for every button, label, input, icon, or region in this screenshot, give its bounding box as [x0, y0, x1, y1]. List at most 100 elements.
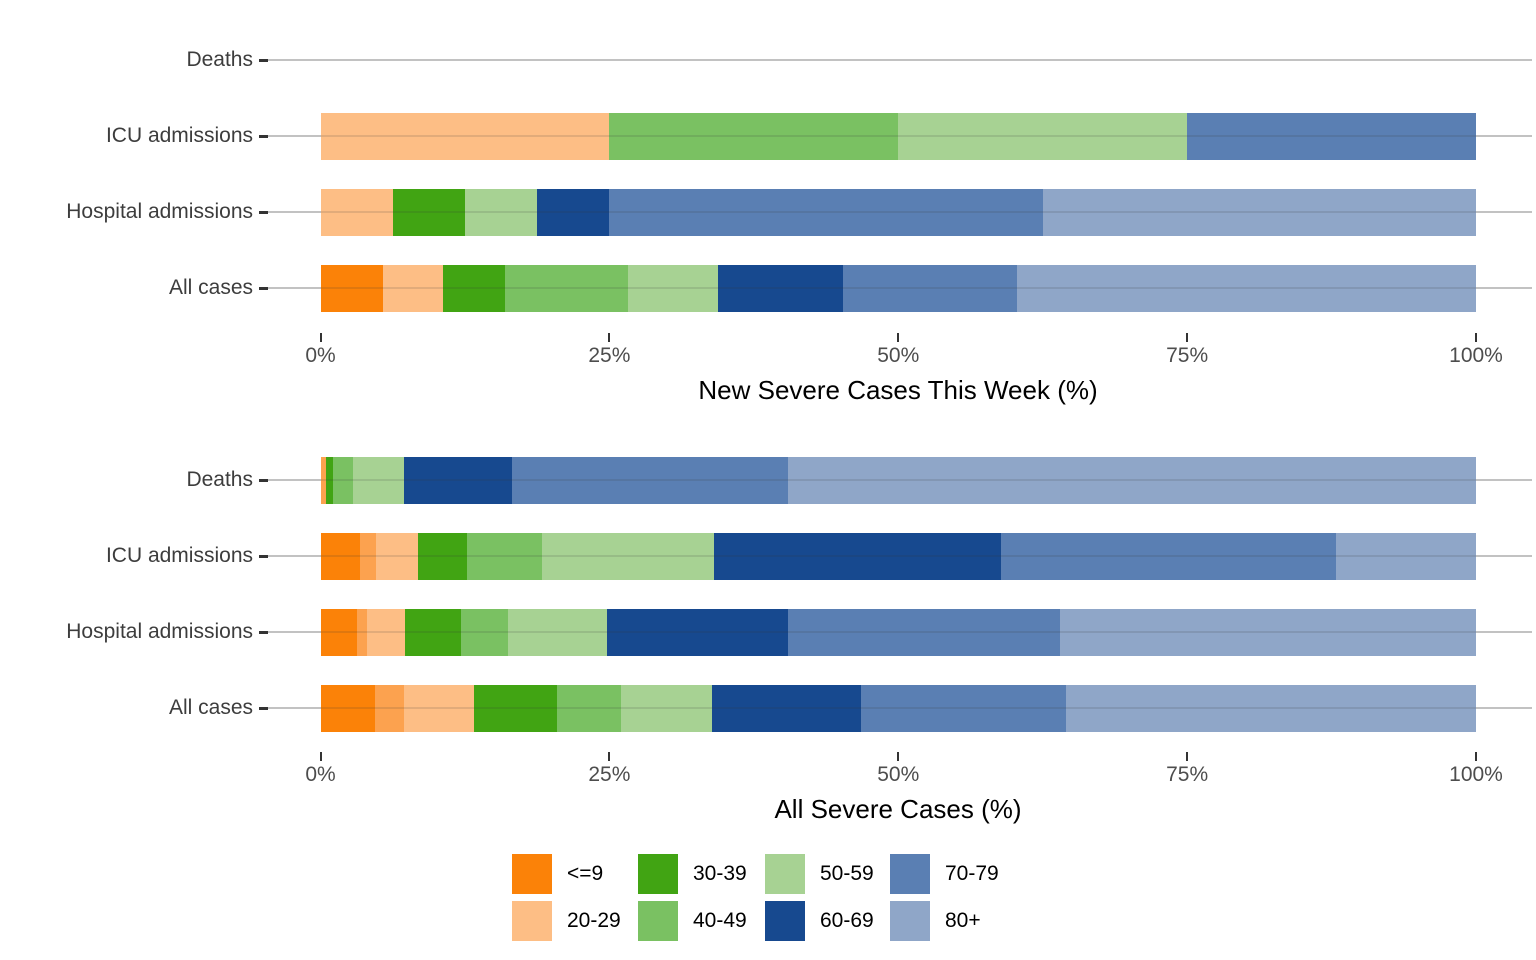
bar-segment-age-2029 — [366, 609, 405, 656]
legend-label: 60-69 — [820, 909, 874, 932]
legend-label: 40-49 — [693, 909, 747, 932]
bar-segment-age-2029 — [320, 189, 393, 236]
bar-segment-age-5059 — [507, 609, 608, 656]
bar-segment-age-4049 — [461, 609, 508, 656]
legend-swatch-9 — [512, 854, 552, 894]
category-tick-mark — [259, 59, 268, 62]
category-gridline-overlay — [268, 631, 1532, 633]
bar-segment-age-7079 — [512, 457, 789, 504]
bar-segment-age-1019 — [320, 457, 327, 504]
bar-segment-age-5059 — [464, 189, 538, 236]
bar-segment-age-7079 — [609, 189, 1043, 236]
bar-segment-age-9 — [320, 265, 383, 312]
x-axis-tick-label: 25% — [588, 763, 631, 786]
x-axis-tick-mark — [319, 333, 322, 342]
bar-segment-age-4049 — [333, 457, 353, 504]
x-axis-tick-label: 100% — [1449, 344, 1503, 367]
category-gridline-overlay — [268, 211, 1532, 213]
category-gridline-overlay — [268, 555, 1532, 557]
bar-segment-age-7079 — [788, 609, 1060, 656]
bar-segment-age-80+ — [1336, 533, 1476, 580]
bar-segment-age-2029 — [403, 685, 475, 732]
category-tick-mark — [259, 707, 268, 710]
category-gridline-overlay — [268, 287, 1532, 289]
bar-segment-age-4049 — [557, 685, 621, 732]
stacked-bar — [320, 457, 1477, 504]
x-axis-tick-mark — [1186, 752, 1189, 761]
x-axis-tick-label: 75% — [1166, 344, 1209, 367]
bar-segment-age-2029 — [320, 113, 610, 160]
bar-segment-age-4049 — [505, 265, 628, 312]
category-tick-mark — [259, 479, 268, 482]
bar-segment-age-5059 — [620, 685, 713, 732]
x-axis-tick-mark — [608, 333, 611, 342]
legend-label: 80+ — [945, 909, 981, 932]
bar-segment-age-80+ — [1017, 265, 1476, 312]
bar-segment-age-2029 — [375, 533, 418, 580]
x-axis-tick-mark — [897, 333, 900, 342]
bar-segment-age-2029 — [382, 265, 443, 312]
category-label: Deaths — [186, 48, 253, 71]
category-label: ICU admissions — [105, 544, 253, 567]
x-axis-tick-label: 25% — [588, 344, 631, 367]
x-axis-tick-label: 75% — [1166, 763, 1209, 786]
x-axis-tick-mark — [1475, 752, 1477, 761]
category-tick-mark — [259, 555, 268, 558]
bar-segment-age-9 — [320, 533, 360, 580]
x-axis-tick-label: 0% — [305, 344, 336, 367]
stacked-bar — [320, 685, 1477, 732]
x-axis-tick-label: 0% — [305, 763, 336, 786]
bar-segment-age-6069 — [717, 265, 843, 312]
legend-label: 20-29 — [567, 909, 621, 932]
bar-segment-age-3039 — [326, 457, 334, 504]
axis-title-all-severe-cases: All Severe Cases (%) — [774, 794, 1022, 824]
x-axis-tick-mark — [897, 752, 900, 761]
bar-segment-age-7079 — [842, 265, 1018, 312]
bar-segment-age-5059 — [627, 265, 718, 312]
x-axis-tick-mark — [1186, 333, 1189, 342]
legend-label: 50-59 — [820, 862, 874, 885]
bar-segment-age-3039 — [417, 533, 468, 580]
bar-segment-age-3039 — [404, 609, 462, 656]
stacked-bar — [320, 609, 1477, 656]
category-gridline-overlay — [268, 59, 1532, 61]
category-tick-mark — [259, 631, 268, 634]
bar-segment-age-5059 — [542, 533, 715, 580]
bar-segment-age-80+ — [1042, 189, 1476, 236]
bar-segment-age-3039 — [392, 189, 465, 236]
x-axis-tick-mark — [608, 752, 611, 761]
bar-segment-age-6069 — [607, 609, 789, 656]
category-label: ICU admissions — [105, 124, 253, 147]
axis-title-new-severe-cases: New Severe Cases This Week (%) — [698, 375, 1098, 405]
bar-segment-age-3039 — [442, 265, 506, 312]
bar-segment-age-4049 — [609, 113, 899, 160]
bar-segment-age-1019 — [374, 685, 404, 732]
legend-swatch-4049 — [638, 901, 678, 941]
legend-swatch-6069 — [765, 901, 805, 941]
stacked-bar — [320, 189, 1476, 236]
category-gridline — [268, 59, 1532, 61]
stacked-bar — [320, 113, 1476, 160]
bar-segment-age-6069 — [714, 533, 1002, 580]
legend-swatch-7079 — [890, 854, 930, 894]
bar-segment-age-80+ — [1065, 685, 1476, 732]
bar-segment-age-6069 — [712, 685, 862, 732]
x-axis-tick-label: 100% — [1449, 763, 1503, 786]
bar-segment-age-80+ — [788, 457, 1476, 504]
bar-segment-age-4049 — [467, 533, 543, 580]
x-axis-tick-mark — [319, 752, 322, 761]
legend-swatch-3039 — [638, 854, 678, 894]
legend-label: 30-39 — [693, 862, 747, 885]
category-gridline-overlay — [268, 707, 1532, 709]
legend-swatch-2029 — [512, 901, 552, 941]
bar-segment-age-5059 — [352, 457, 404, 504]
category-tick-mark — [259, 135, 268, 138]
bar-segment-age-6069 — [403, 457, 513, 504]
bar-segment-age-9 — [320, 685, 375, 732]
legend-label: <=9 — [567, 862, 604, 885]
legend-swatch-80+ — [890, 901, 930, 941]
legend-swatch-5059 — [765, 854, 805, 894]
legend-label: 70-79 — [945, 862, 999, 885]
category-gridline-overlay — [268, 479, 1532, 481]
